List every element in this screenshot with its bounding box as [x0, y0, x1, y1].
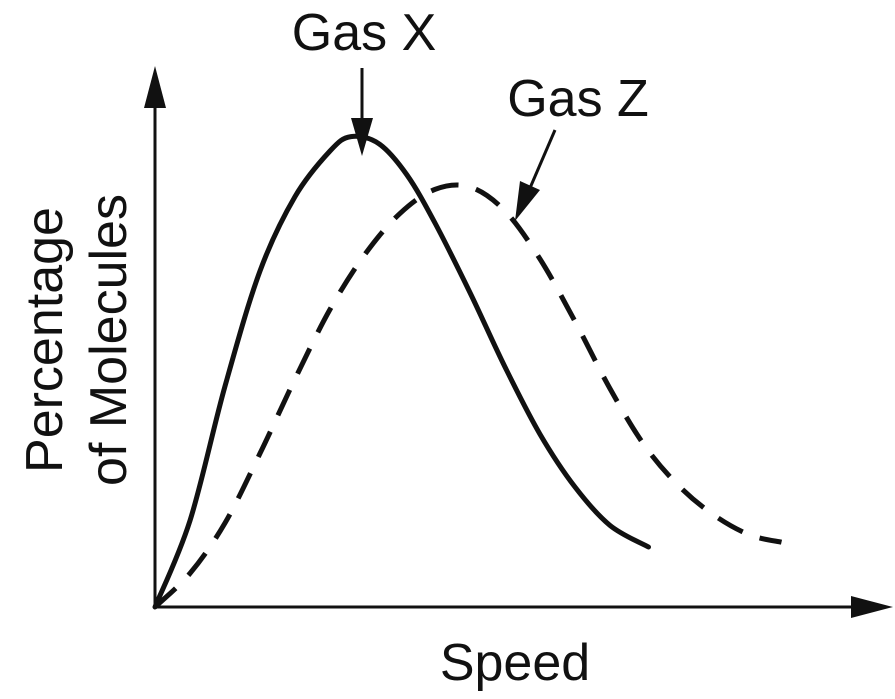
- x-axis-label: Speed: [440, 634, 590, 692]
- y-axis-label-line-2: of Molecules: [80, 194, 138, 486]
- y-axis-label-line-1: Percentage: [16, 207, 74, 473]
- series-gas-z-line: [153, 182, 783, 609]
- x-axis-arrowhead: [851, 596, 893, 618]
- gas-z-pointer-arrowhead: [515, 181, 540, 221]
- series-gas-z-label: Gas Z: [507, 70, 649, 128]
- y-axis-arrowhead: [144, 66, 166, 108]
- y-axis-label: Percentage of Molecules: [16, 194, 138, 486]
- series-gas-x-line: [152, 133, 651, 610]
- gas-z-pointer-arrow: [528, 129, 557, 189]
- series-gas-x-label: Gas X: [292, 4, 437, 62]
- gas-x-pointer-arrowhead: [351, 118, 373, 156]
